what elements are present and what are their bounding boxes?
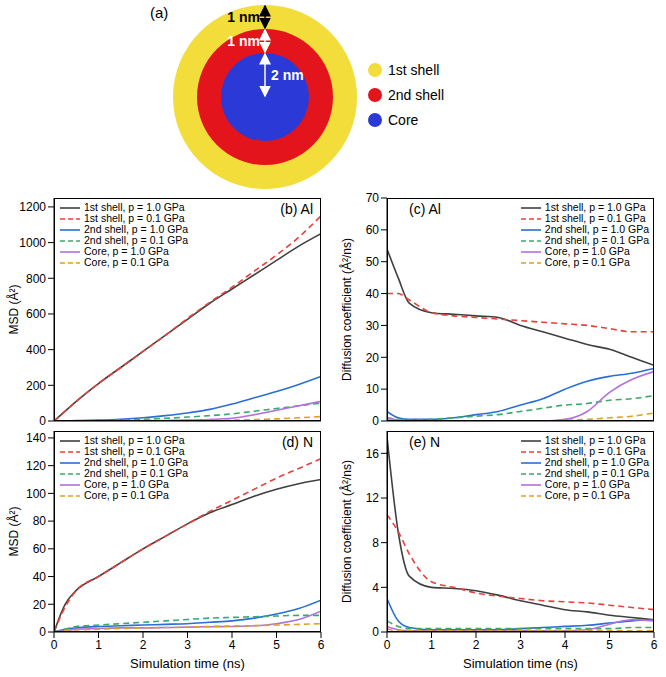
svg-text:3: 3 bbox=[517, 638, 524, 652]
svg-text:0: 0 bbox=[39, 414, 46, 427]
svg-text:0: 0 bbox=[372, 625, 379, 639]
svg-text:1 nm: 1 nm bbox=[227, 9, 260, 25]
svg-text:12: 12 bbox=[366, 491, 380, 505]
svg-text:0: 0 bbox=[372, 414, 379, 427]
svg-text:Core: Core bbox=[388, 112, 419, 128]
html-text:2nd shell, p = 1.0 GPa: 2nd shell, p = 1.0 GPa bbox=[84, 456, 189, 468]
html-text:(e) N: (e) N bbox=[409, 434, 441, 450]
svg-text:70: 70 bbox=[366, 192, 380, 205]
svg-text:4: 4 bbox=[372, 581, 379, 595]
html-text:2nd shell, p = 1.0 GPa: 2nd shell, p = 1.0 GPa bbox=[84, 223, 189, 235]
svg-text:80: 80 bbox=[33, 514, 47, 528]
svg-text:40: 40 bbox=[33, 570, 47, 584]
svg-text:MSD (Å²): MSD (Å²) bbox=[6, 285, 21, 335]
html-text:1st shell, p = 1.0 GPa: 1st shell, p = 1.0 GPa bbox=[84, 434, 185, 446]
svg-text:4: 4 bbox=[229, 638, 236, 652]
svg-text:200: 200 bbox=[26, 379, 46, 393]
svg-text:1: 1 bbox=[95, 638, 102, 652]
html-text:Core, p = 0.1 GPa: Core, p = 0.1 GPa bbox=[544, 256, 630, 268]
svg-text:140: 140 bbox=[26, 431, 46, 445]
html-text:2nd shell, p = 0.1 GPa: 2nd shell, p = 0.1 GPa bbox=[84, 467, 189, 479]
html-text:Core, p = 1.0 GPa: Core, p = 1.0 GPa bbox=[544, 478, 630, 490]
svg-text:60: 60 bbox=[366, 223, 380, 237]
svg-text:2nd shell: 2nd shell bbox=[388, 87, 444, 103]
svg-text:600: 600 bbox=[26, 307, 46, 321]
svg-text:100: 100 bbox=[26, 487, 46, 501]
svg-text:MSD (Å²): MSD (Å²) bbox=[6, 507, 21, 557]
svg-text:1 nm: 1 nm bbox=[227, 33, 260, 49]
svg-text:60: 60 bbox=[33, 542, 47, 556]
svg-text:Simulation time (ns): Simulation time (ns) bbox=[463, 656, 578, 671]
svg-text:1000: 1000 bbox=[19, 236, 46, 250]
html-text:Core, p = 1.0 GPa: Core, p = 1.0 GPa bbox=[544, 245, 630, 257]
svg-text:3: 3 bbox=[184, 638, 191, 652]
svg-text:20: 20 bbox=[366, 351, 380, 365]
svg-text:10: 10 bbox=[366, 382, 380, 396]
svg-text:Simulation time (ns): Simulation time (ns) bbox=[130, 656, 245, 671]
html-text:(b) Al: (b) Al bbox=[280, 201, 313, 217]
html-text:2nd shell, p = 1.0 GPa: 2nd shell, p = 1.0 GPa bbox=[544, 223, 649, 235]
html-text:2nd shell, p = 0.1 GPa: 2nd shell, p = 0.1 GPa bbox=[544, 234, 649, 246]
svg-text:50: 50 bbox=[366, 255, 380, 269]
html-text:1st shell, p = 1.0 GPa: 1st shell, p = 1.0 GPa bbox=[84, 201, 185, 213]
html-text:Core, p = 0.1 GPa: Core, p = 0.1 GPa bbox=[544, 489, 630, 501]
svg-text:16: 16 bbox=[366, 447, 380, 461]
svg-text:6: 6 bbox=[318, 638, 325, 652]
html-text:2nd shell, p = 0.1 GPa: 2nd shell, p = 0.1 GPa bbox=[544, 467, 649, 479]
html-text:Core, p = 1.0 GPa: Core, p = 1.0 GPa bbox=[84, 245, 169, 257]
svg-text:2: 2 bbox=[140, 638, 147, 652]
svg-text:2 nm: 2 nm bbox=[271, 67, 304, 83]
svg-text:(a): (a) bbox=[150, 4, 168, 21]
html-text:(d) N: (d) N bbox=[281, 434, 313, 450]
html-text:(c) Al: (c) Al bbox=[409, 201, 441, 217]
svg-text:400: 400 bbox=[26, 343, 46, 357]
svg-text:120: 120 bbox=[26, 459, 46, 473]
svg-text:0: 0 bbox=[39, 625, 46, 639]
html-text:2nd shell, p = 0.1 GPa: 2nd shell, p = 0.1 GPa bbox=[84, 234, 189, 246]
svg-text:8: 8 bbox=[372, 536, 379, 550]
svg-text:30: 30 bbox=[366, 319, 380, 333]
svg-text:4: 4 bbox=[562, 638, 569, 652]
html-text:Core, p = 0.1 GPa: Core, p = 0.1 GPa bbox=[84, 489, 169, 501]
svg-text:0: 0 bbox=[384, 638, 391, 652]
svg-text:20: 20 bbox=[33, 598, 47, 612]
svg-text:2: 2 bbox=[473, 638, 480, 652]
html-text:1st shell, p = 1.0 GPa: 1st shell, p = 1.0 GPa bbox=[544, 434, 646, 446]
svg-text:0: 0 bbox=[51, 638, 58, 652]
svg-text:6: 6 bbox=[651, 638, 658, 652]
html-text:1st shell, p = 1.0 GPa: 1st shell, p = 1.0 GPa bbox=[544, 201, 646, 213]
html-text:2nd shell, p = 1.0 GPa: 2nd shell, p = 1.0 GPa bbox=[544, 456, 649, 468]
html-text:1st shell, p = 0.1 GPa: 1st shell, p = 0.1 GPa bbox=[84, 445, 185, 457]
svg-text:800: 800 bbox=[26, 272, 46, 286]
svg-text:Diffusion coefficient (Å²/ns): Diffusion coefficient (Å²/ns) bbox=[339, 460, 354, 603]
svg-text:1200: 1200 bbox=[19, 200, 46, 214]
svg-text:40: 40 bbox=[366, 287, 380, 301]
html-text:1st shell, p = 0.1 GPa: 1st shell, p = 0.1 GPa bbox=[544, 212, 646, 224]
svg-text:1: 1 bbox=[428, 638, 435, 652]
svg-text:1st shell: 1st shell bbox=[388, 62, 439, 78]
svg-text:5: 5 bbox=[273, 638, 280, 652]
svg-text:5: 5 bbox=[606, 638, 613, 652]
html-text:Core, p = 0.1 GPa: Core, p = 0.1 GPa bbox=[84, 256, 169, 268]
html-text:Core, p = 1.0 GPa: Core, p = 1.0 GPa bbox=[84, 478, 169, 490]
html-text:1st shell, p = 0.1 GPa: 1st shell, p = 0.1 GPa bbox=[544, 445, 646, 457]
html-text:1st shell, p = 0.1 GPa: 1st shell, p = 0.1 GPa bbox=[84, 212, 185, 224]
svg-text:Diffusion coefficient (Å²/ns): Diffusion coefficient (Å²/ns) bbox=[339, 238, 354, 381]
